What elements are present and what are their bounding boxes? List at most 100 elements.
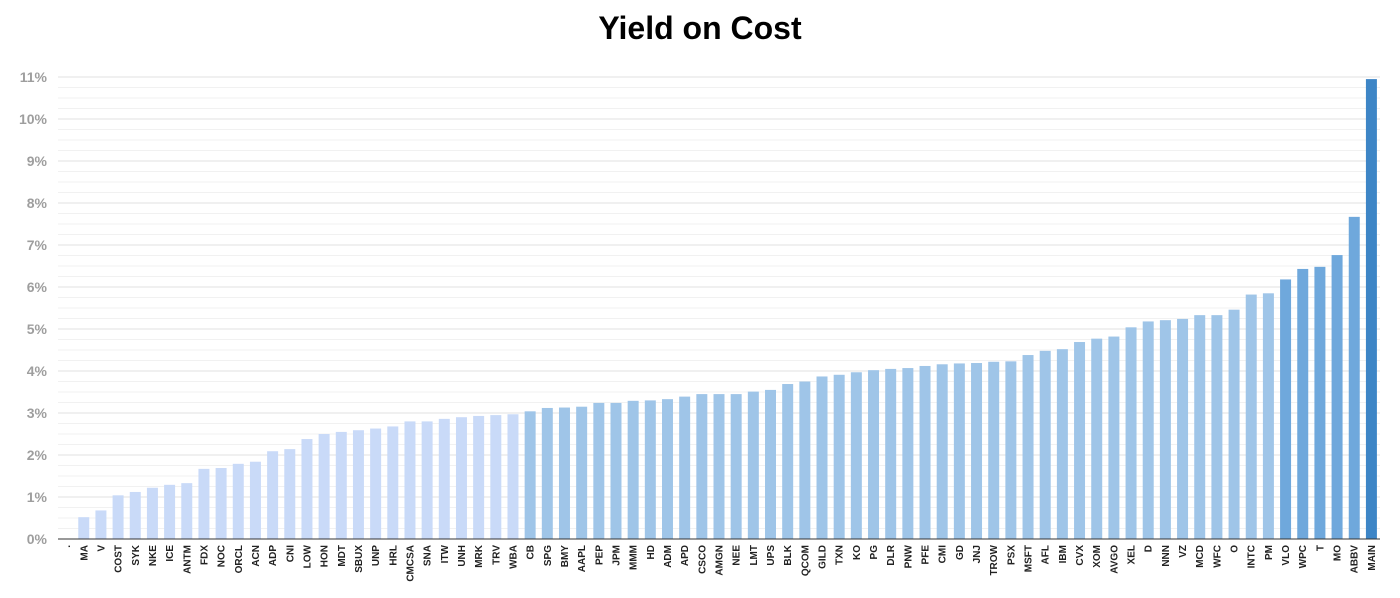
x-tick-label: NOC (217, 545, 228, 567)
bar-nke (146, 487, 158, 539)
x-tick-label: UNH (457, 545, 468, 567)
y-tick-label: 10% (19, 111, 48, 127)
x-tick-label: UPS (766, 545, 777, 566)
bar-spg (541, 407, 553, 539)
bar-gd (953, 363, 965, 539)
bar-cni (284, 449, 296, 539)
x-tick-label: ACN (251, 545, 262, 567)
x-tick-label: QCOM (800, 545, 811, 576)
bar-nee (730, 394, 742, 539)
bar-main (1365, 79, 1377, 539)
x-tick-label: ITW (440, 544, 451, 563)
x-tick-label: WFC (1212, 545, 1223, 568)
bar-afl (1039, 350, 1051, 539)
bar-hon (318, 434, 330, 539)
x-tick-label: COST (114, 545, 125, 573)
bar-jnj (971, 363, 983, 539)
x-tick-label: KO (852, 545, 863, 560)
bar-syk (129, 491, 141, 539)
x-tick-label: AAPL (577, 545, 588, 572)
x-tick-label: ABBV (1350, 545, 1361, 574)
x-tick-label: APD (680, 545, 691, 566)
x-tick-label: JNJ (972, 545, 983, 563)
x-tick-label: XEL (1127, 545, 1138, 564)
bar-o (1228, 309, 1240, 539)
x-tick-label: TRV (491, 545, 502, 565)
x-tick-label: CMI (938, 545, 949, 564)
x-tick-label: MDT (337, 545, 348, 567)
bar-amgn (713, 394, 725, 539)
bar-adp (267, 451, 279, 539)
x-tick-label: VLO (1281, 545, 1292, 566)
y-tick-label: 3% (27, 405, 48, 421)
bar-pep (593, 402, 605, 539)
bar-vz (1177, 318, 1189, 539)
bar-sbux (352, 430, 364, 539)
x-tick-label: CSCO (697, 545, 708, 574)
bar-gild (816, 376, 828, 539)
bar-cb (524, 411, 536, 539)
bar-t (1314, 266, 1326, 539)
bar-txn (833, 374, 845, 539)
bar-xom (1091, 338, 1103, 539)
x-tick-label: SYK (131, 544, 142, 565)
bar-ups (765, 389, 777, 539)
x-tick-label: NNN (1161, 545, 1172, 567)
bar-bmy (558, 407, 570, 539)
x-tick-label: MSFT (1024, 545, 1035, 572)
bar-csco (696, 394, 708, 539)
bar-ibm (1056, 349, 1068, 539)
bar-aapl (576, 406, 588, 539)
bar-low (301, 439, 313, 539)
x-tick-label: BLK (783, 544, 794, 565)
x-tick-label: PFE (921, 545, 932, 565)
bar-mcd (1194, 315, 1206, 539)
y-tick-label: 5% (27, 321, 48, 337)
bar-mdt (335, 431, 347, 539)
x-tick-label: GD (955, 545, 966, 560)
bar-noc (215, 468, 227, 539)
x-tick-label: UNP (371, 545, 382, 566)
bar-blk (782, 384, 794, 539)
bar-dlr (885, 368, 897, 539)
x-tick-label: HRL (388, 545, 399, 566)
bar-acn (249, 461, 261, 539)
x-tick-label: MA (79, 545, 90, 561)
y-tick-label: 2% (27, 447, 48, 463)
x-tick-label: IBM (1058, 545, 1069, 563)
bar-pm (1262, 293, 1274, 539)
x-tick-label: HD (646, 545, 657, 559)
x-tick-label: TXN (835, 545, 846, 565)
bar-unp (370, 428, 382, 539)
x-tick-label: V (96, 545, 107, 552)
x-tick-label: MO (1333, 545, 1344, 561)
x-tick-label: INTC (1247, 545, 1258, 568)
x-tick-label: ORCL (234, 545, 245, 573)
x-tick-label: . (62, 545, 73, 548)
x-tick-label: PNW (903, 544, 914, 568)
bar-abbv (1348, 216, 1360, 540)
chart-title: Yield on Cost (598, 10, 802, 46)
y-tick-label: 11% (20, 69, 48, 85)
bar-sna (421, 421, 433, 539)
bar-wba (507, 414, 519, 539)
bar-pg (868, 370, 880, 539)
bar-wpc (1297, 268, 1309, 539)
y-tick-label: 1% (27, 489, 48, 505)
x-tick-label: CVX (1075, 545, 1086, 566)
x-tick-label: LMT (749, 545, 760, 566)
y-tick-label: 7% (27, 237, 48, 253)
x-tick-label: MAIN (1367, 545, 1378, 571)
x-tick-label: AFL (1041, 545, 1052, 564)
bar-cvx (1074, 342, 1086, 539)
x-tick-label: CMCSA (405, 545, 416, 582)
x-tick-label: CB (526, 545, 537, 559)
y-tick-label: 4% (27, 363, 48, 379)
bar-cmcsa (404, 421, 416, 539)
bar-wfc (1211, 315, 1223, 539)
y-tick-label: 9% (27, 153, 48, 169)
bar-orcl (232, 463, 244, 539)
x-tick-label: FDX (199, 545, 210, 565)
bar-trow (988, 361, 1000, 539)
